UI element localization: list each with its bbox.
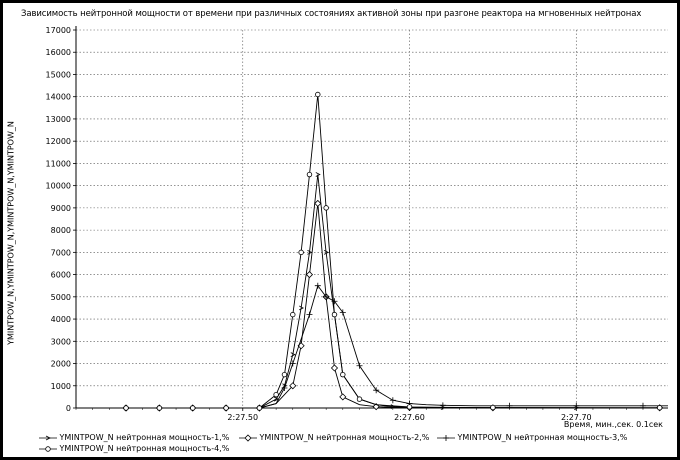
data-point [305,271,314,279]
series-line-2 [126,203,660,409]
legend-label-3: YMINTPOW_N нейтронная мощность-3,% [457,433,628,442]
data-point [331,311,338,318]
data-point [340,371,346,378]
legend-label-4: YMINTPOW_N нейтронная мощность-4,% [59,444,230,453]
data-point [298,249,304,256]
legend-swatch-plus-icon [437,434,455,441]
data-point [123,405,129,411]
data-point [298,305,305,311]
data-point [389,397,396,404]
data-point [289,382,297,390]
x-axis-label: Время, мин.,сек. 0.1сек [563,420,663,429]
data-point [490,404,496,411]
legend-label-1: YMINTPOW_N нейтронная мощность-1,% [59,433,230,442]
data-point [356,362,363,369]
legend-swatch-arrow-icon [39,435,57,440]
data-point [281,371,288,378]
y-tick-labels: 0 1000 2000 3000 4000 5000 6000 7000 8000 9000 100… [46,26,71,413]
series-group [122,91,668,412]
data-point [315,91,321,98]
data-point [290,311,296,318]
data-point [331,298,338,305]
data-point [306,171,313,178]
series-line-4 [126,94,660,409]
legend-item-4: YMINTPOW_N нейтронная мощность-4,% [39,444,229,453]
y-tick-label: 16000 [46,48,71,57]
y-tick-label: 8000 [51,226,71,235]
data-point [373,387,380,394]
grid [76,29,668,408]
y-tick-label: 3000 [51,337,71,346]
y-tick-label: 1000 [51,382,71,391]
data-point [315,172,321,177]
data-point [406,404,413,410]
y-tick-label: 6000 [51,271,71,280]
y-tick-label: 0 [66,404,71,413]
legend-item-3: YMINTPOW_N нейтронная мощность-3,% [437,433,627,442]
y-tick-label: 15000 [46,70,71,79]
data-point [282,383,288,389]
series-2 [122,199,664,412]
y-tick-label: 17000 [46,26,71,35]
y-tick-label: 9000 [51,204,71,213]
legend-label-2: YMINTPOW_N нейтронная мощность-2,% [259,433,430,442]
y-tick-label: 2000 [51,360,71,369]
data-point [223,405,229,411]
data-point [323,249,330,255]
data-point [314,282,321,289]
data-point [356,396,363,402]
data-point [256,405,263,411]
y-tick-label: 4000 [51,315,71,324]
y-tick-label: 5000 [51,293,71,302]
data-point [307,249,313,255]
data-point [190,405,196,411]
data-point [281,384,288,391]
data-point [339,393,347,401]
series-4 [123,91,663,411]
x-tick-label: 2:27.50 [227,413,258,422]
series-line-3 [126,284,668,409]
y-tick-label: 10000 [46,182,71,191]
data-point [339,309,346,316]
data-point [306,311,313,318]
y-tick-label: 11000 [46,159,71,168]
legend-item-1: YMINTPOW_N нейтронная мощность-1,% [39,433,229,442]
data-point [314,199,322,208]
chart-title: Зависимость нейтронной мощности от време… [21,9,642,19]
y-tick-label: 14000 [46,93,71,102]
data-point [323,205,329,211]
axes [73,26,668,411]
data-point [156,405,163,411]
series-line-1 [126,174,660,409]
legend-item-2: YMINTPOW_N нейтронная мощность-2,% [239,433,429,442]
y-tick-label: 7000 [51,248,71,257]
plot-area: 0 1000 2000 3000 4000 5000 6000 7000 8000 9000 100… [46,26,668,422]
series-3 [123,282,668,411]
data-point [290,352,296,357]
data-point [273,391,279,398]
x-tick-labels: 2:27.50 2:27.60 2:27.70 [227,413,591,422]
data-point [289,360,296,367]
legend: YMINTPOW_N нейтронная мощность-1,% YMINT… [3,431,677,459]
data-point [330,364,339,372]
y-tick-label: 13000 [46,115,71,124]
legend-swatch-circle-icon [39,445,57,452]
legend-swatch-diamond-icon [239,433,257,442]
x-tick-label: 2:27.70 [561,413,592,422]
data-point [656,405,663,411]
data-point [323,293,330,300]
x-tick-label: 2:27.60 [394,413,425,422]
y-tick-label: 12000 [46,137,71,146]
